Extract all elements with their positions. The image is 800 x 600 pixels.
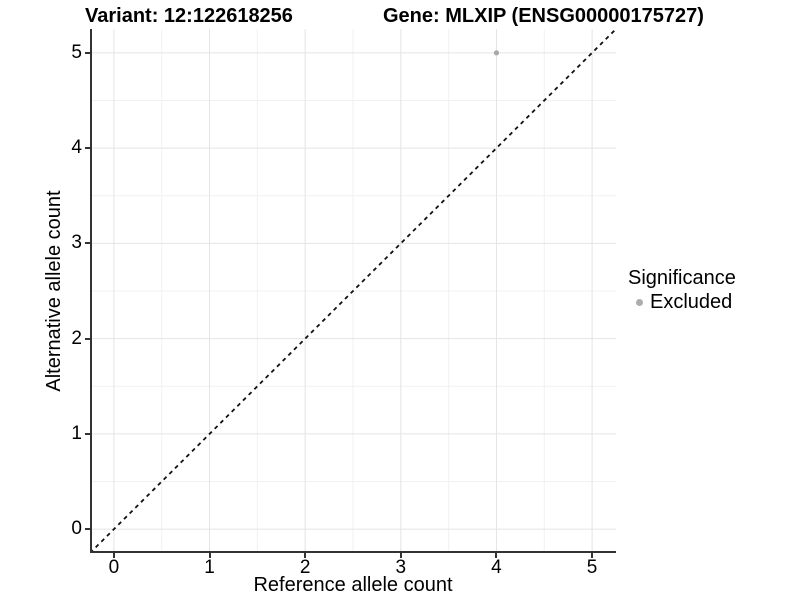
legend-item-label: Excluded xyxy=(650,291,733,313)
y-tick-mark xyxy=(85,242,90,245)
legend-point-icon xyxy=(636,298,643,306)
x-tick-mark xyxy=(304,553,307,558)
y-tick-mark xyxy=(85,432,90,435)
x-tick-label: 3 xyxy=(395,557,407,578)
x-tick-mark xyxy=(399,553,402,558)
y-tick-label: 5 xyxy=(71,41,82,63)
x-axis-title: Reference allele count xyxy=(253,574,453,596)
y-tick-label: 3 xyxy=(71,232,82,254)
plot-title-variant: Variant: 12:122618256 xyxy=(85,5,293,27)
plot-panel xyxy=(90,29,616,553)
legend-title: Significance xyxy=(628,267,736,289)
x-tick-label: 5 xyxy=(586,557,598,578)
x-tick-label: 4 xyxy=(491,557,502,578)
y-tick-label: 2 xyxy=(71,327,82,349)
y-tick-mark xyxy=(85,51,90,54)
legend-item-excluded: Excluded xyxy=(636,290,732,314)
plot-title-gene: Gene: MLXIP (ENSG00000175727) xyxy=(383,5,704,27)
x-tick-mark xyxy=(112,553,115,558)
y-tick-mark xyxy=(85,528,90,531)
identity-dashed-line xyxy=(90,29,616,553)
x-tick-label: 2 xyxy=(299,557,311,578)
panel-canvas xyxy=(90,29,616,553)
x-tick-mark xyxy=(208,553,211,558)
y-tick-label: 4 xyxy=(71,137,82,159)
y-axis-title: Alternative allele count xyxy=(43,190,65,392)
x-tick-mark xyxy=(495,553,498,558)
x-tick-label: 0 xyxy=(108,557,120,578)
data-point xyxy=(493,50,500,56)
y-tick-mark xyxy=(85,147,90,150)
y-tick-mark xyxy=(85,337,90,340)
x-tick-label: 1 xyxy=(204,557,215,578)
y-tick-label: 0 xyxy=(71,518,82,540)
x-tick-mark xyxy=(591,553,594,558)
y-tick-label: 1 xyxy=(71,422,82,444)
